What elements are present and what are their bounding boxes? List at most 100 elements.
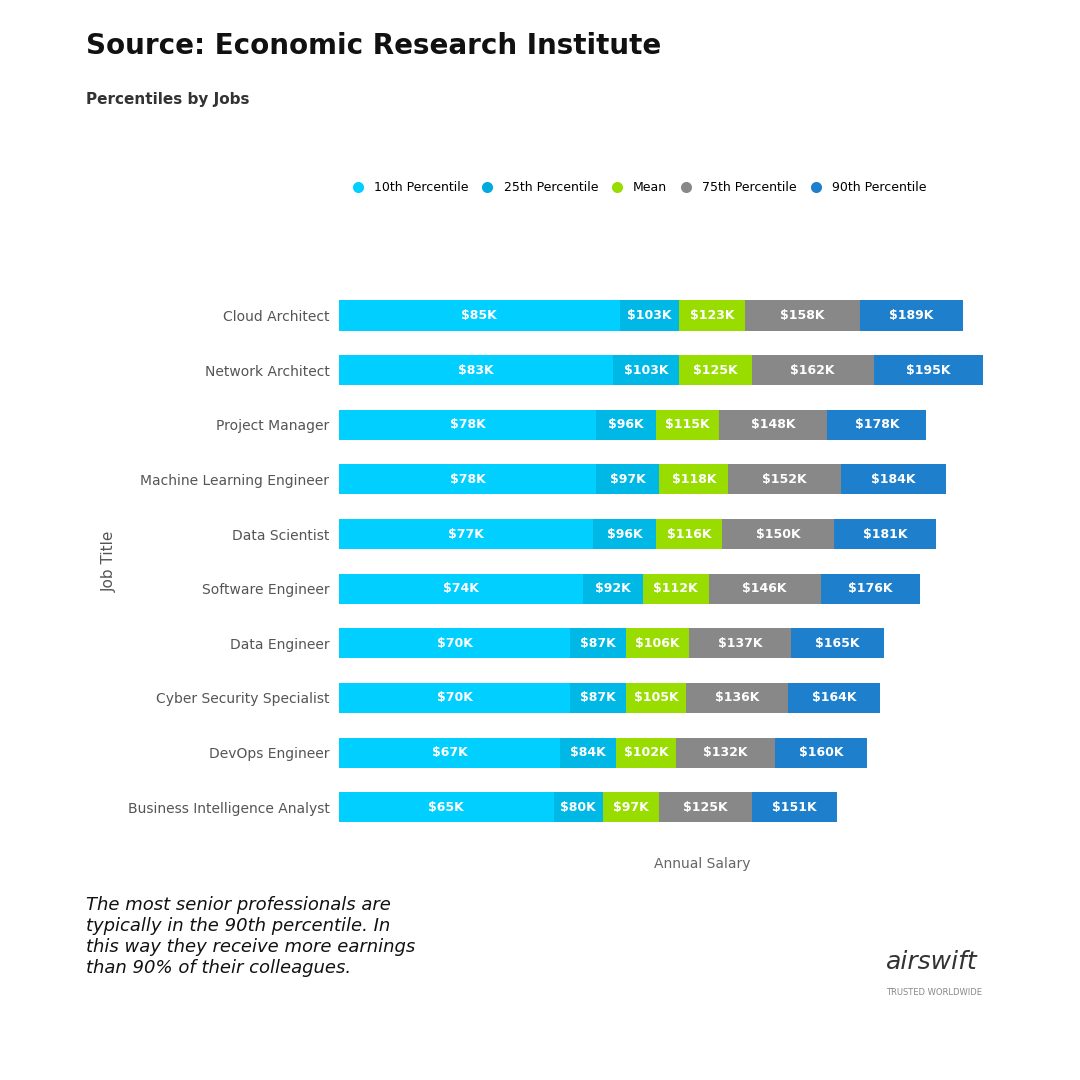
Text: $181K: $181K [863,527,907,541]
Text: $102K: $102K [623,746,669,759]
Text: $112K: $112K [653,582,698,595]
Text: $92K: $92K [595,582,631,595]
Text: Source: Economic Research Institute: Source: Economic Research Institute [86,32,662,60]
Text: $189K: $189K [890,309,934,322]
Bar [656,519,721,549]
Bar [339,355,613,386]
Text: $158K: $158K [781,309,825,322]
Text: $85K: $85K [461,309,497,322]
Text: $70K: $70K [436,691,473,704]
Bar [659,464,728,495]
Bar [774,738,867,768]
Bar [626,683,686,713]
Text: $103K: $103K [624,364,669,377]
Bar [339,573,583,604]
Bar [561,738,617,768]
Bar [676,738,774,768]
Text: $87K: $87K [580,691,616,704]
Bar [752,793,837,822]
Text: $97K: $97K [613,800,649,813]
Bar [339,519,593,549]
Bar [339,464,596,495]
Bar [620,300,679,330]
Text: $195K: $195K [906,364,950,377]
Text: $83K: $83K [458,364,494,377]
Text: $136K: $136K [715,691,759,704]
Text: $152K: $152K [762,473,807,486]
Text: $103K: $103K [627,309,672,322]
Bar [752,355,874,386]
Bar [718,409,827,440]
Text: $125K: $125K [683,800,728,813]
Bar [708,573,821,604]
Bar [721,519,834,549]
Text: $118K: $118K [672,473,716,486]
Text: $74K: $74K [443,582,480,595]
Text: $96K: $96K [607,527,643,541]
Bar [821,573,920,604]
Bar [596,464,659,495]
Text: TRUSTED WORLDWIDE: TRUSTED WORLDWIDE [886,988,982,997]
Bar [840,464,946,495]
Bar [593,519,656,549]
Bar [596,409,656,440]
Bar [745,300,861,330]
Bar [603,793,659,822]
Bar [679,355,752,386]
Bar [689,629,792,659]
Text: $116K: $116K [666,527,711,541]
Text: $70K: $70K [436,637,473,650]
Bar [792,629,883,659]
Bar [728,464,840,495]
Bar [827,409,927,440]
Bar [339,300,620,330]
Text: $148K: $148K [751,418,795,431]
Bar [643,573,708,604]
Text: $106K: $106K [635,637,679,650]
Bar [339,683,570,713]
Bar [787,683,880,713]
Text: $123K: $123K [690,309,734,322]
Text: $105K: $105K [634,691,678,704]
Text: $97K: $97K [610,473,646,486]
Text: $178K: $178K [854,418,900,431]
Text: $77K: $77K [448,527,484,541]
Bar [339,793,554,822]
Text: Percentiles by Jobs: Percentiles by Jobs [86,92,249,107]
Bar [834,519,936,549]
Bar [656,409,718,440]
Text: $78K: $78K [450,418,486,431]
Text: $115K: $115K [665,418,710,431]
Text: $132K: $132K [703,746,747,759]
Text: $78K: $78K [450,473,486,486]
Bar [861,300,962,330]
Bar [686,683,787,713]
Text: $87K: $87K [580,637,616,650]
Bar [679,300,745,330]
Text: $150K: $150K [756,527,800,541]
Legend: 10th Percentile, 25th Percentile, Mean, 75th Percentile, 90th Percentile: 10th Percentile, 25th Percentile, Mean, … [346,181,927,194]
Text: airswift: airswift [886,950,977,974]
Text: $84K: $84K [570,746,606,759]
Bar [626,629,689,659]
Bar [617,738,676,768]
Bar [659,793,752,822]
Text: $184K: $184K [872,473,916,486]
Y-axis label: Job Title: Job Title [102,530,117,592]
Bar [583,573,643,604]
Text: The most senior professionals are
typically in the 90th percentile. In
this way : The most senior professionals are typica… [86,896,416,976]
Bar [874,355,983,386]
Bar [339,409,596,440]
Text: $125K: $125K [693,364,738,377]
Bar [339,738,561,768]
Text: $164K: $164K [812,691,856,704]
Text: $80K: $80K [561,800,596,813]
Text: $160K: $160K [798,746,843,759]
Bar [554,793,603,822]
Text: $176K: $176K [848,582,892,595]
Text: $146K: $146K [742,582,787,595]
Text: $165K: $165K [815,637,860,650]
Bar [339,629,570,659]
Text: $162K: $162K [791,364,835,377]
Text: $96K: $96K [608,418,644,431]
